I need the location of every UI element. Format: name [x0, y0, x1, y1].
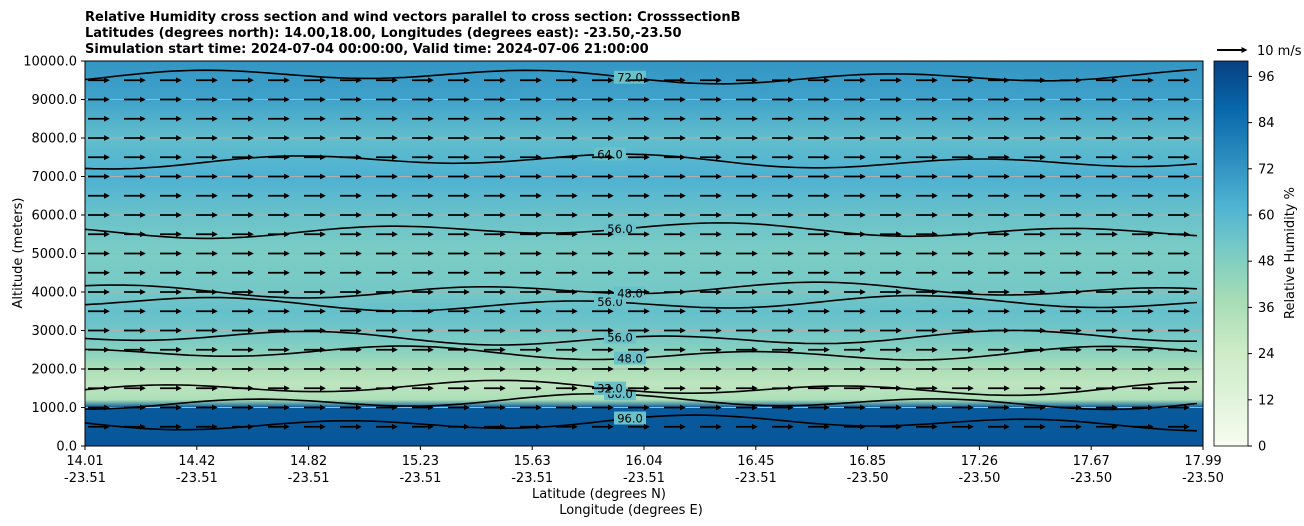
x-tick-label-lon: -23.51: [735, 471, 777, 486]
quiver-key: 10 m/s: [1217, 44, 1302, 59]
x-tick-label-lat: 14.82: [290, 454, 327, 469]
x-tick-label-lon: -23.51: [623, 471, 665, 486]
colorbar-tick-label: 72: [1258, 162, 1275, 177]
x-tick-label-lat: 17.26: [961, 454, 998, 469]
contour-line: [85, 222, 1198, 240]
x-tick-label-lat: 16.04: [625, 454, 662, 469]
contour-label: 64.0: [597, 147, 623, 161]
x-tick-label-lat: 16.45: [737, 454, 774, 469]
y-axis: 0.0 1000.0 2000.0 3000.0 4000.0 5000.0 6000.0 7…: [23, 55, 85, 455]
colorbar-tick-label: 24: [1258, 347, 1275, 362]
x-tick-label-lon: -23.51: [176, 471, 218, 486]
plot-area: 96.080.032.048.056.056.048.056.064.072.0: [85, 61, 1203, 446]
wind-vectors: [88, 77, 1190, 430]
contour-label: 48.0: [617, 286, 643, 300]
quiver-key-label: 10 m/s: [1257, 44, 1302, 59]
y-tick-label: 8000.0: [32, 132, 78, 147]
y-tick-label: 9000.0: [32, 93, 78, 108]
x-tick-label-lat: 14.42: [178, 454, 215, 469]
contour-label-bg: [614, 411, 646, 425]
y-tick-label: 0.0: [56, 440, 77, 455]
contour-label-bg: [614, 286, 646, 300]
y-tick-label: 7000.0: [32, 170, 78, 185]
colorbar: 0 12 24 36 48 60 72 84 96 Relative Humidity %: [1213, 60, 1298, 455]
contour-label: 72.0: [617, 71, 643, 85]
colorbar-tick-label: 36: [1258, 301, 1275, 316]
colorbar-gradient: [1213, 60, 1249, 447]
y-axis-label: Altitude (meters): [11, 198, 26, 309]
contour-line: [85, 329, 1197, 346]
y-tick-label: 6000.0: [32, 209, 78, 224]
x-tick-label-lat: 17.99: [1184, 454, 1221, 469]
contour-line: [85, 379, 1198, 397]
colorbar-tick-label: 96: [1258, 70, 1275, 85]
contour-label: 48.0: [617, 352, 643, 366]
x-tick-label-lat: 15.23: [402, 454, 439, 469]
contour-line: [85, 392, 1198, 411]
x-tick-label-lat: 17.67: [1073, 454, 1110, 469]
title-line-2: Latitudes (degrees north): 14.00,18.00, …: [85, 26, 682, 41]
x-tick-label-lon: -23.50: [847, 471, 889, 486]
contour-label-bg: [614, 351, 646, 365]
x-tick-label-lon: -23.51: [511, 471, 553, 486]
y-tick-label: 4000.0: [32, 286, 78, 301]
x-axis-label-latitude: Latitude (degrees N): [532, 487, 666, 502]
x-axis-label-longitude: Longitude (degrees E): [559, 503, 703, 518]
colorbar-label: Relative Humidity %: [1283, 187, 1298, 319]
x-tick-label-lon: -23.51: [288, 471, 330, 486]
contour-label: 96.0: [617, 412, 643, 426]
colorbar-tick-label: 12: [1258, 393, 1275, 408]
contour-line: [85, 294, 1198, 312]
y-tick-label: 3000.0: [32, 324, 78, 339]
x-tick-label-lon: -23.50: [958, 471, 1000, 486]
x-tick-label-lon: -23.51: [64, 471, 106, 486]
y-tick-label: 10000.0: [23, 55, 77, 70]
x-tick-label-lon: -23.50: [1182, 471, 1224, 486]
x-tick-label-lat: 14.01: [66, 454, 103, 469]
y-tick-label: 1000.0: [32, 401, 78, 416]
colorbar-tick-label: 0: [1258, 440, 1266, 455]
contour-label-bg: [604, 330, 636, 344]
colorbar-tick-label: 60: [1258, 209, 1275, 224]
colorbar-tick-label: 48: [1258, 255, 1275, 270]
x-tick-label-lon: -23.51: [399, 471, 441, 486]
x-tick-label-lat: 16.85: [849, 454, 886, 469]
chart-title: Relative Humidity cross section and wind…: [85, 10, 741, 57]
title-line-3: Simulation start time: 2024-07-04 00:00:…: [85, 42, 649, 57]
x-axis: 14.01 -23.51 14.42 -23.51 14.82 -23.51 15.23 -2…: [64, 446, 1224, 486]
colorbar-ticks: 0 12 24 36 48 60 72 84 96: [1248, 70, 1275, 455]
y-tick-label: 2000.0: [32, 363, 78, 378]
y-tick-label: 5000.0: [32, 247, 78, 262]
x-tick-label-lat: 15.63: [514, 454, 551, 469]
title-line-1: Relative Humidity cross section and wind…: [85, 10, 741, 25]
contour-label: 56.0: [607, 331, 633, 345]
colorbar-tick-label: 84: [1258, 116, 1275, 131]
x-tick-label-lon: -23.50: [1070, 471, 1112, 486]
